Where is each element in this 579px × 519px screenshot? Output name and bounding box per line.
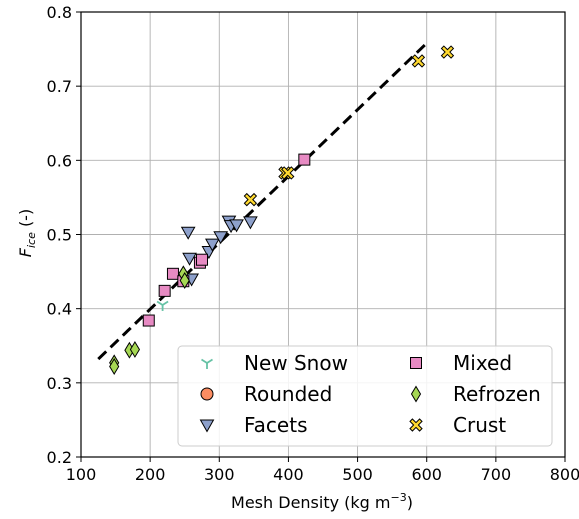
- y-tick-label: 0.6: [47, 151, 72, 170]
- x-tick-label: 700: [481, 465, 512, 484]
- legend-label: Facets: [244, 413, 308, 437]
- data-point: [166, 267, 179, 280]
- data-point: [229, 219, 244, 233]
- data-point: [298, 153, 311, 166]
- data-point: [179, 272, 190, 289]
- data-point: [156, 300, 169, 311]
- legend-marker: [200, 387, 214, 401]
- legend-marker: [201, 358, 213, 369]
- data-point: [243, 192, 258, 207]
- x-tick-label: 800: [550, 465, 579, 484]
- y-tick-label: 0.4: [47, 300, 72, 319]
- legend-items: New Snow Rounded Facets Mixed Refrozen Crust: [199, 351, 541, 437]
- y-tick-label: 0.5: [47, 226, 72, 245]
- grid-lines: [80, 11, 566, 458]
- legend: New Snow Rounded Facets Mixed Refrozen Crust: [177, 345, 553, 447]
- x-tick-label: 200: [135, 465, 166, 484]
- legend-marker: [410, 357, 422, 369]
- data-point: [196, 253, 208, 266]
- x-tick-label: 600: [411, 465, 442, 484]
- data-point: [129, 340, 141, 358]
- data-point: [281, 166, 295, 180]
- x-tick-label: 400: [273, 465, 304, 484]
- y-tick-label: 0.2: [47, 448, 72, 467]
- legend-marker: [199, 419, 215, 433]
- x-axis-label: Mesh Density (kg m−3): [231, 491, 413, 512]
- data-point: [411, 54, 426, 68]
- legend-label: Rounded: [244, 382, 332, 406]
- legend-label: Mixed: [453, 351, 512, 375]
- legend-box: [177, 345, 553, 447]
- data-point: [440, 45, 455, 59]
- legend-label: Crust: [453, 413, 506, 437]
- x-tick-label: 300: [204, 465, 235, 484]
- data-point: [158, 284, 171, 297]
- y-axis-label: Fice (-): [16, 209, 38, 257]
- data-point: [109, 358, 120, 375]
- x-tick-label: 100: [66, 465, 97, 484]
- data-point: [213, 231, 229, 245]
- legend-label: New Snow: [244, 351, 348, 375]
- data-point: [180, 226, 196, 240]
- data-point: [205, 238, 220, 252]
- axis-ticks: 100 200 300 400 500 600 700 800 0.2 0.3 0.4 0.5 0.6 0…: [47, 3, 579, 484]
- fit-line-group: [97, 42, 428, 361]
- x-tick-label: 500: [342, 465, 373, 484]
- data-point: [142, 314, 155, 327]
- data-point: [243, 216, 258, 230]
- legend-label: Refrozen: [453, 382, 541, 406]
- data-point: [182, 252, 197, 266]
- fit-line: [97, 42, 428, 361]
- data-points: [109, 45, 455, 375]
- y-tick-label: 0.8: [47, 3, 72, 22]
- y-tick-label: 0.7: [47, 77, 72, 96]
- y-tick-label: 0.3: [47, 374, 72, 393]
- legend-marker: [409, 418, 423, 432]
- legend-marker: [410, 385, 422, 403]
